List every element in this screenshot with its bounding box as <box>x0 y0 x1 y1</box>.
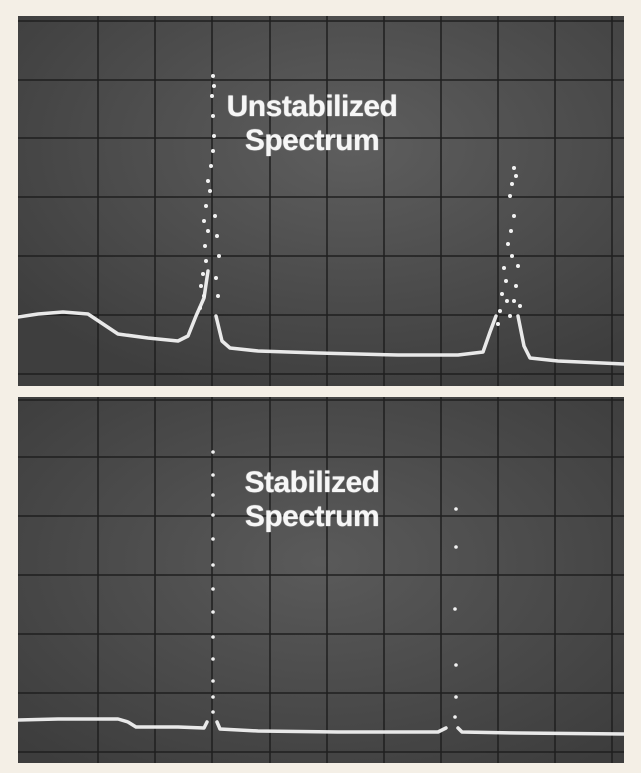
trace-point <box>512 214 516 218</box>
trace-point <box>512 166 516 170</box>
stabilized-trace-svg <box>18 397 624 763</box>
trace-point <box>211 450 215 454</box>
trace-point <box>518 304 522 308</box>
unstabilized-trace-svg <box>18 16 624 386</box>
trace-point <box>204 204 208 208</box>
trace-point <box>212 134 216 138</box>
trace-point <box>206 229 210 233</box>
trace-point <box>510 254 514 258</box>
caption-line-2: Spectrum <box>244 124 380 157</box>
stabilized-scope-screen <box>18 397 624 763</box>
trace-baseline <box>18 717 624 736</box>
trace-point <box>211 513 215 517</box>
unstabilized-trace <box>18 74 624 366</box>
trace-point <box>211 473 215 477</box>
trace-point <box>509 229 513 233</box>
caption-line-1: Stabilized <box>244 466 380 499</box>
trace-point <box>209 164 213 168</box>
trace-point <box>454 507 458 511</box>
trace-point <box>211 635 215 639</box>
trace-point <box>211 563 215 567</box>
trace-point <box>211 610 215 614</box>
trace-point <box>198 306 202 310</box>
trace-point <box>212 84 216 88</box>
trace-point <box>211 149 215 153</box>
trace-point <box>213 214 217 218</box>
trace-point <box>514 284 518 288</box>
trace-point <box>454 545 458 549</box>
trace-point <box>201 272 205 276</box>
unstabilized-spectrum-caption: Unstabilized Spectrum <box>202 90 422 158</box>
trace-point <box>496 322 500 326</box>
unstabilized-scope-screen <box>18 16 624 386</box>
trace-point <box>502 266 506 270</box>
trace-point <box>508 314 512 318</box>
trace-point <box>512 299 516 303</box>
graticule-grid <box>18 16 624 386</box>
stabilized-spectrum-caption: Stabilized Spectrum <box>212 466 412 534</box>
trace-point <box>216 294 220 298</box>
trace-point <box>202 294 206 298</box>
trace-point <box>211 679 215 683</box>
trace-point <box>453 607 457 611</box>
trace-point <box>210 94 214 98</box>
trace-point <box>211 695 215 699</box>
trace-baseline <box>18 269 624 366</box>
trace-point <box>211 657 215 661</box>
trace-point <box>454 663 458 667</box>
screen-background <box>18 16 624 386</box>
trace-point <box>504 279 508 283</box>
trace-point <box>199 284 203 288</box>
trace-point <box>211 74 215 78</box>
trace-point <box>453 715 457 719</box>
stabilized-trace <box>18 450 624 736</box>
caption-line-1: Unstabilized <box>226 90 398 123</box>
trace-point <box>498 309 502 313</box>
trace-point <box>215 234 219 238</box>
trace-point <box>211 587 215 591</box>
trace-point <box>204 259 208 263</box>
trace-point <box>454 695 458 699</box>
trace-point <box>211 493 215 497</box>
trace-point <box>500 292 504 296</box>
trace-point <box>214 276 218 280</box>
trace-point <box>505 299 509 303</box>
trace-point <box>203 244 207 248</box>
trace-point <box>211 114 215 118</box>
trace-point <box>202 219 206 223</box>
trace-point <box>211 710 215 714</box>
trace-point <box>516 264 520 268</box>
trace-point <box>206 179 210 183</box>
trace-point <box>217 254 221 258</box>
trace-point <box>510 182 514 186</box>
trace-point <box>508 194 512 198</box>
trace-point <box>211 537 215 541</box>
screen-background <box>18 397 624 763</box>
trace-point <box>514 174 518 178</box>
graticule-grid <box>18 397 624 763</box>
trace-point <box>208 189 212 193</box>
trace-point <box>506 242 510 246</box>
caption-line-2: Spectrum <box>244 500 380 533</box>
